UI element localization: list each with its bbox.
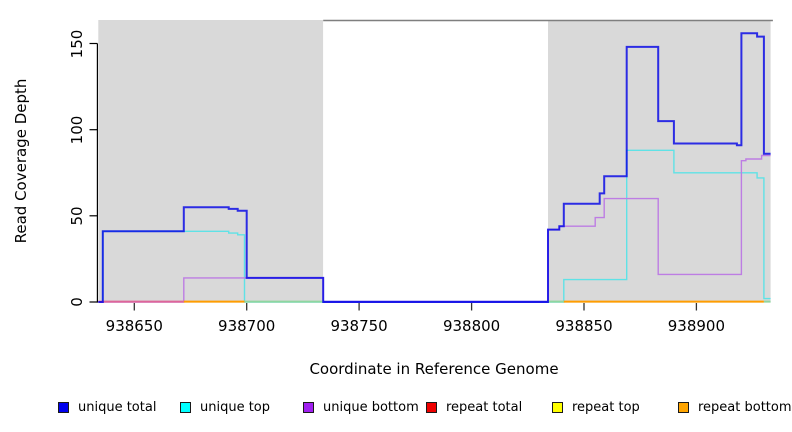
legend-swatch-icon xyxy=(678,402,689,413)
legend-swatch-icon xyxy=(180,402,191,413)
series-unique-total xyxy=(98,32,771,303)
legend-swatch-icon xyxy=(426,402,437,413)
legend-item-repeat-total: repeat total xyxy=(426,400,522,415)
x-tick-label: 938900 xyxy=(667,317,726,335)
y-tick-label: 100 xyxy=(68,115,86,145)
legend-label: unique top xyxy=(200,400,271,415)
series-unique-top xyxy=(98,149,771,303)
legend-item-unique-top: unique top xyxy=(180,400,270,415)
legend-label: unique total xyxy=(78,400,157,415)
x-tick-label: 938800 xyxy=(442,317,501,335)
legend-swatch-icon xyxy=(58,402,69,413)
legend-swatch-icon xyxy=(303,402,314,413)
legend-label: repeat bottom xyxy=(698,400,792,415)
legend-label: repeat top xyxy=(572,400,640,415)
y-axis-title: Read Coverage Depth xyxy=(12,78,30,244)
legend-item-unique-bottom: unique bottom xyxy=(303,400,419,415)
x-tick-label: 938650 xyxy=(105,317,163,335)
x-tick-label: 938850 xyxy=(555,317,613,335)
y-tick-label: 50 xyxy=(68,206,86,226)
x-tick-label: 938700 xyxy=(218,317,276,335)
y-tick-label: 0 xyxy=(68,297,86,307)
legend-item-unique-total: unique total xyxy=(58,400,156,415)
x-axis-title: Coordinate in Reference Genome xyxy=(309,360,559,378)
legend-item-repeat-top: repeat top xyxy=(552,400,640,415)
shaded-region xyxy=(548,20,771,303)
legend-label: repeat total xyxy=(446,400,523,415)
x-tick-label: 938750 xyxy=(330,317,388,335)
legend-item-repeat-bottom: repeat bottom xyxy=(678,400,792,415)
shaded-region xyxy=(98,20,324,303)
y-tick-label: 150 xyxy=(68,29,86,58)
legend-swatch-icon xyxy=(552,402,563,413)
legend-label: unique bottom xyxy=(323,400,419,415)
